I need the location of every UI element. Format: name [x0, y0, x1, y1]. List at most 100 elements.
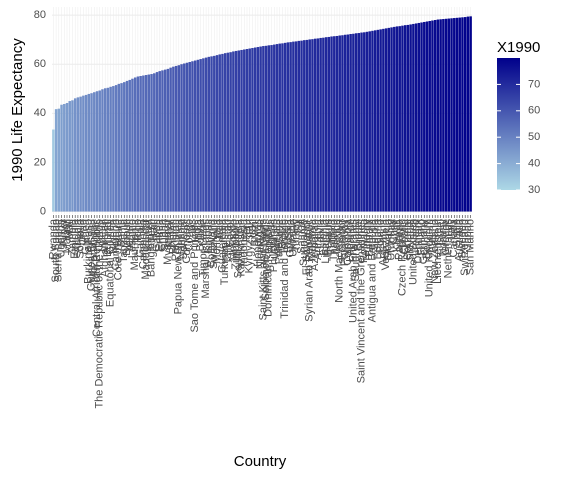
x-tick-label: Lesotho	[126, 219, 138, 258]
bar	[357, 33, 361, 212]
bar	[360, 32, 363, 212]
bar	[273, 44, 276, 212]
bar	[90, 93, 93, 212]
bar	[313, 38, 317, 212]
bar	[428, 20, 431, 212]
x-tick-label: Mali	[64, 219, 76, 239]
x-tick-label: Bulgaria	[372, 218, 384, 259]
bar	[354, 33, 358, 212]
bar	[447, 18, 451, 212]
bar	[79, 96, 82, 212]
x-tick-label: Burkina Faso	[83, 219, 95, 284]
x-tick-label: Botswana	[205, 218, 217, 267]
bar	[169, 67, 172, 212]
bar	[420, 22, 423, 212]
x-tick-label: Slovenia	[405, 218, 417, 261]
x-tick-label: Equatorial Guinea	[105, 218, 117, 307]
x-tick-label: Norway	[437, 219, 449, 257]
bar	[128, 79, 131, 212]
bar	[286, 42, 290, 212]
x-tick-label: Canada	[448, 218, 460, 257]
bar	[232, 51, 235, 212]
bar	[442, 19, 445, 212]
bar	[98, 90, 101, 212]
bar	[335, 35, 339, 212]
bar	[316, 38, 320, 212]
x-tick-label: Laos	[186, 219, 198, 243]
x-tick-label: Honduras	[252, 219, 264, 267]
x-tick-label: Cambodia	[137, 218, 149, 269]
bar	[406, 24, 410, 212]
x-tick-label: Myanmar	[162, 219, 174, 265]
bar	[425, 21, 429, 212]
x-tick-label: Vanuatu	[271, 219, 283, 259]
bar	[461, 17, 464, 212]
x-tick-label: Peru	[241, 219, 253, 242]
bar	[466, 16, 470, 212]
x-tick-label: Russia	[282, 218, 294, 253]
bar	[196, 59, 200, 212]
bar	[300, 40, 303, 212]
legend-label: 60	[528, 105, 540, 117]
x-tick-label: Greece	[440, 219, 452, 255]
x-tick-label: Australia	[454, 218, 466, 262]
x-tick-label: Nicaragua	[255, 218, 267, 269]
legend-label: 30	[528, 184, 540, 196]
bar	[177, 65, 181, 212]
x-tick-label: Liechtenstein	[432, 219, 444, 284]
x-tick-label: Tanzania	[118, 218, 130, 263]
bar	[305, 39, 309, 212]
x-tick-label: Samoa	[295, 218, 307, 254]
x-tick-label: Iraq	[214, 219, 226, 238]
x-tick-label: Paraguay	[339, 219, 351, 267]
x-tick-label: Algeria	[265, 218, 277, 253]
bar	[223, 53, 227, 212]
bar	[95, 91, 99, 212]
bar	[267, 45, 271, 212]
bar	[398, 26, 401, 212]
x-tick-label: Netherlands	[443, 219, 455, 279]
bar	[333, 36, 336, 212]
bar	[163, 69, 167, 212]
x-tick-label: Tajikistan	[222, 219, 234, 264]
bar	[229, 52, 232, 212]
bar	[393, 26, 396, 212]
x-tick-label: Turkey	[290, 219, 302, 253]
x-tick-label: Gambia	[135, 218, 147, 257]
x-tick-label: The Democratic Republic of the Congo	[94, 219, 106, 409]
bar	[433, 20, 437, 212]
x-tick-label: Bangladesh	[145, 219, 157, 277]
x-tick-label: Austria	[426, 218, 438, 253]
x-tick-label: Saudi Arabia	[350, 218, 362, 281]
bar	[245, 48, 249, 212]
bar	[368, 31, 371, 212]
x-tick-label: Bahrain	[364, 219, 376, 257]
bar	[202, 58, 205, 212]
x-axis-title: Country	[234, 453, 287, 470]
x-tick-label: Ghana	[156, 218, 168, 252]
y-tick-label: 20	[34, 156, 46, 168]
bar	[87, 93, 91, 212]
x-tick-label: Haiti	[148, 219, 160, 241]
bar	[234, 50, 238, 212]
bar	[303, 40, 306, 212]
bar	[174, 65, 178, 212]
x-tick-label: San Marino	[465, 219, 477, 275]
bar	[221, 53, 224, 212]
x-tick-label: Madagascar	[140, 219, 152, 280]
y-tick-label: 40	[34, 107, 46, 119]
bar	[365, 31, 369, 212]
bar	[180, 64, 183, 212]
bar	[106, 87, 110, 212]
x-tick-label: Sweden	[456, 219, 468, 259]
x-tick-label: Trinidad and Tobago	[279, 219, 291, 319]
x-tick-label: Kenya	[143, 218, 155, 250]
bar	[387, 27, 391, 212]
x-tick-label: Togo	[132, 219, 144, 243]
x-tick-label: Fiji	[293, 219, 305, 233]
bar	[191, 61, 194, 212]
bar	[114, 85, 118, 212]
x-tick-label: Italy	[445, 219, 457, 240]
bar	[144, 75, 148, 212]
x-tick-label: Papua New Guinea	[173, 218, 185, 314]
